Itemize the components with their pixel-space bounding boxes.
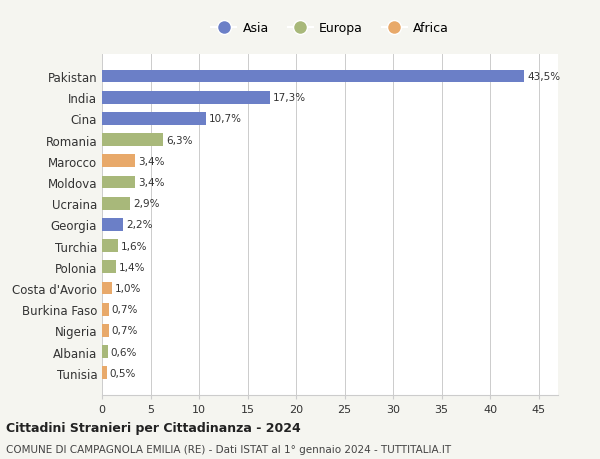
Bar <box>102 240 118 252</box>
Text: 0,7%: 0,7% <box>112 326 138 336</box>
Bar <box>102 113 206 125</box>
Text: 0,5%: 0,5% <box>110 368 136 378</box>
Bar <box>102 303 109 316</box>
Text: 2,2%: 2,2% <box>126 220 153 230</box>
Legend: Asia, Europa, Africa: Asia, Europa, Africa <box>206 17 454 40</box>
Bar <box>102 197 130 210</box>
Text: 6,3%: 6,3% <box>166 135 193 146</box>
Bar <box>102 346 108 358</box>
Text: 0,6%: 0,6% <box>111 347 137 357</box>
Bar <box>102 92 270 104</box>
Text: 10,7%: 10,7% <box>209 114 242 124</box>
Bar <box>102 282 112 295</box>
Bar <box>102 155 135 168</box>
Bar <box>102 71 524 83</box>
Text: 3,4%: 3,4% <box>138 178 164 188</box>
Text: 1,0%: 1,0% <box>115 283 141 293</box>
Text: 2,9%: 2,9% <box>133 199 160 209</box>
Text: 0,7%: 0,7% <box>112 304 138 314</box>
Bar <box>102 176 135 189</box>
Bar <box>102 134 163 147</box>
Text: 43,5%: 43,5% <box>527 72 560 82</box>
Bar <box>102 218 124 231</box>
Bar <box>102 261 116 274</box>
Text: 17,3%: 17,3% <box>273 93 306 103</box>
Text: 1,4%: 1,4% <box>118 262 145 272</box>
Text: 1,6%: 1,6% <box>121 241 147 251</box>
Text: Cittadini Stranieri per Cittadinanza - 2024: Cittadini Stranieri per Cittadinanza - 2… <box>6 421 301 434</box>
Bar <box>102 367 107 379</box>
Text: 3,4%: 3,4% <box>138 157 164 167</box>
Bar <box>102 325 109 337</box>
Text: COMUNE DI CAMPAGNOLA EMILIA (RE) - Dati ISTAT al 1° gennaio 2024 - TUTTITALIA.IT: COMUNE DI CAMPAGNOLA EMILIA (RE) - Dati … <box>6 444 451 454</box>
